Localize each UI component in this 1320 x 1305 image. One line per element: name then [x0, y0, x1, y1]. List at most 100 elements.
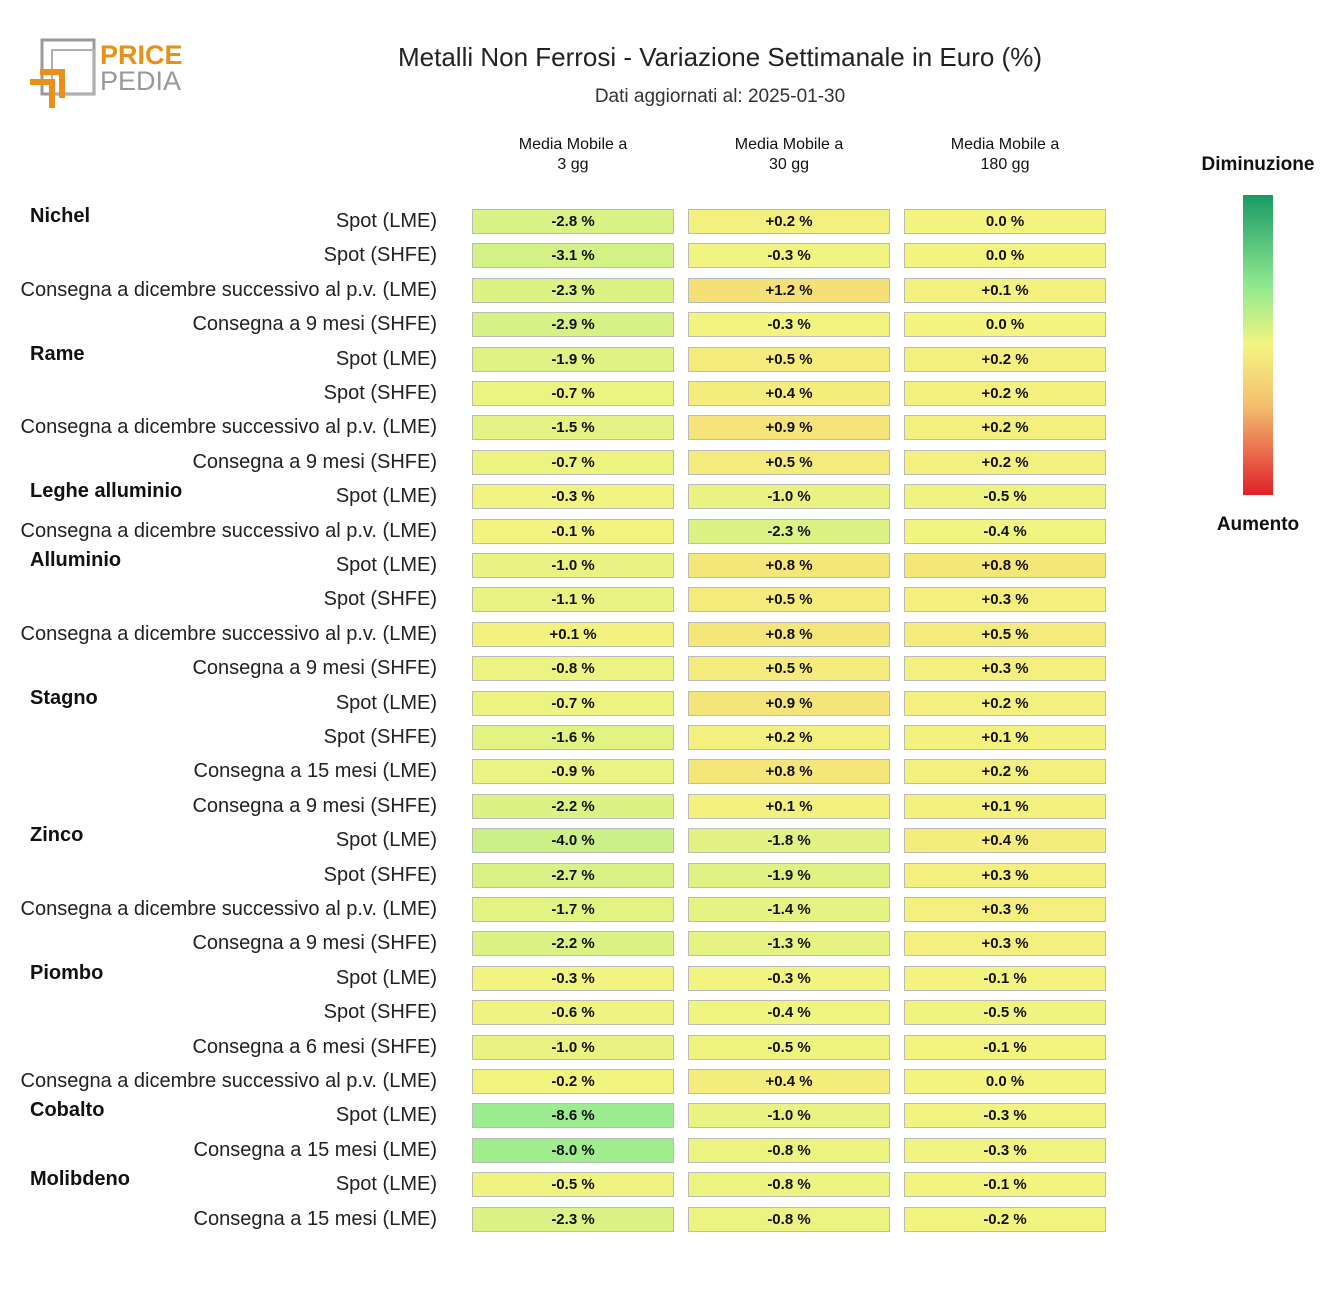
column-header-line1: Media Mobile a — [950, 136, 1060, 153]
heatmap-cell: +0.3 % — [904, 587, 1106, 613]
column-header-180gg: Media Mobile a 180 gg — [904, 135, 1106, 175]
row-label: Consegna a 9 mesi (SHFE) — [192, 313, 437, 336]
heatmap-cell: -1.4 % — [688, 897, 890, 922]
heatmap-cell: -0.8 % — [688, 1137, 890, 1163]
row-label: Consegna a dicembre successivo al p.v. (… — [20, 622, 437, 645]
heatmap-cell: -2.2 % — [472, 793, 674, 819]
row-label: Spot (LME) — [335, 210, 437, 232]
heatmap-cell: +0.1 % — [472, 621, 674, 647]
heatmap-cell: -1.6 % — [472, 725, 674, 750]
heatmap-cell: +0.4 % — [688, 381, 890, 406]
heatmap-cell: -1.8 % — [688, 828, 890, 854]
heatmap-cell: +0.2 % — [688, 209, 890, 234]
row-label: Spot (LME) — [335, 966, 437, 989]
heatmap-cell: -0.3 % — [904, 1137, 1106, 1163]
row-label: Spot (SHFE) — [323, 382, 437, 404]
heatmap-cell: -1.0 % — [472, 553, 674, 578]
heatmap-cell: -0.3 % — [688, 312, 890, 338]
heatmap-cell: -1.0 % — [688, 484, 890, 510]
heatmap-cell: -0.2 % — [472, 1069, 674, 1094]
heatmap-cell: -0.4 % — [688, 1000, 890, 1026]
logo-line1: PRICE — [100, 40, 183, 70]
row-label: Consegna a dicembre successivo al p.v. (… — [20, 1070, 437, 1092]
heatmap-cell: +0.2 % — [904, 346, 1106, 372]
heatmap-cell: -2.8 % — [472, 209, 674, 234]
heatmap-cell: +0.1 % — [904, 277, 1106, 303]
heatmap-cell: 0.0 % — [904, 243, 1106, 269]
heatmap-cell: -0.7 % — [472, 449, 674, 475]
heatmap-cell: +0.2 % — [688, 725, 890, 750]
heatmap-cell: -2.3 % — [472, 277, 674, 303]
heatmap-cell: +0.2 % — [904, 759, 1106, 785]
heatmap-cell: -0.1 % — [472, 518, 674, 544]
heatmap-cell: -0.9 % — [472, 759, 674, 785]
heatmap-cell: -0.7 % — [472, 690, 674, 716]
heatmap-cell: +1.2 % — [688, 277, 890, 303]
heatmap-cell: -2.7 % — [472, 862, 674, 888]
heatmap-cell: 0.0 % — [904, 312, 1106, 338]
heatmap-cell: -0.4 % — [904, 518, 1106, 544]
heatmap-cell: -1.5 % — [472, 415, 674, 441]
heatmap-cell: +0.2 % — [904, 415, 1106, 441]
row-label: Consegna a dicembre successivo al p.v. (… — [20, 278, 437, 301]
heatmap-cell: +0.1 % — [688, 793, 890, 819]
heatmap-cell: +0.8 % — [688, 621, 890, 647]
heatmap-cell: +0.1 % — [904, 725, 1106, 750]
row-label: Consegna a dicembre successivo al p.v. (… — [20, 416, 437, 439]
group-label: Leghe alluminio — [30, 480, 183, 503]
heatmap-cell: -3.1 % — [472, 243, 674, 269]
heatmap-cell: -0.5 % — [904, 484, 1106, 510]
group-label: Molibdeno — [30, 1168, 130, 1191]
heatmap-cell: +0.2 % — [904, 690, 1106, 716]
heatmap-cell: -0.8 % — [472, 656, 674, 682]
heatmap-cell: +0.1 % — [904, 793, 1106, 819]
heatmap-cell: -0.3 % — [472, 965, 674, 991]
heatmap-cell: -2.9 % — [472, 312, 674, 338]
row-label: Consegna a dicembre successivo al p.v. (… — [20, 519, 437, 542]
heatmap-cell: +0.5 % — [904, 621, 1106, 647]
column-header-line1: Media Mobile a — [734, 136, 844, 153]
row-label: Consegna a 9 mesi (SHFE) — [192, 657, 437, 680]
row-label: Spot (SHFE) — [323, 726, 437, 748]
heatmap-cell: +0.9 % — [688, 690, 890, 716]
column-header-line1: Media Mobile a — [518, 136, 628, 153]
heatmap-cell: -0.8 % — [688, 1206, 890, 1232]
row-label: Consegna a 15 mesi (LME) — [193, 1138, 437, 1161]
pricepedia-logo: PRICE PEDIA — [30, 38, 183, 108]
group-label: Cobalto — [30, 1099, 105, 1122]
heatmap-cell: +0.9 % — [688, 415, 890, 441]
heatmap-cell: +0.8 % — [688, 759, 890, 785]
heatmap-cell: -0.3 % — [688, 965, 890, 991]
heatmap-cell: -0.5 % — [688, 1034, 890, 1060]
legend-color-bar — [1243, 195, 1273, 495]
heatmap-cell: +0.2 % — [904, 449, 1106, 475]
column-header-3gg: Media Mobile a 3 gg — [472, 135, 674, 175]
heatmap-cell: +0.5 % — [688, 656, 890, 682]
heatmap-cell: -1.7 % — [472, 897, 674, 922]
group-label: Zinco — [30, 824, 84, 847]
heatmap-cell: -0.3 % — [904, 1103, 1106, 1129]
row-label: Consegna a 9 mesi (SHFE) — [192, 450, 437, 473]
row-label: Spot (SHFE) — [323, 244, 437, 267]
chart-subtitle: Dati aggiornati al: 2025-01-30 — [594, 86, 846, 107]
heatmap-cell: +0.8 % — [904, 553, 1106, 578]
heatmap-cell: -1.1 % — [472, 587, 674, 613]
heatmap-cell: -8.6 % — [472, 1103, 674, 1129]
heatmap-cell: +0.8 % — [688, 553, 890, 578]
row-label: Spot (LME) — [335, 1104, 437, 1127]
row-label: Spot (LME) — [335, 485, 437, 508]
heatmap-cell: +0.3 % — [904, 931, 1106, 957]
row-label: Spot (LME) — [335, 691, 437, 714]
row-label: Spot (LME) — [335, 554, 437, 576]
heatmap-cell: -0.5 % — [472, 1172, 674, 1198]
heatmap-cell: 0.0 % — [904, 1069, 1106, 1094]
logo-line2: PEDIA — [100, 66, 181, 96]
heatmap-cell: +0.3 % — [904, 897, 1106, 922]
heatmap-cell: -1.9 % — [472, 346, 674, 372]
heatmap-cell: -4.0 % — [472, 828, 674, 854]
heatmap-cell: -0.2 % — [904, 1206, 1106, 1232]
heatmap-cell: -0.6 % — [472, 1000, 674, 1026]
column-header-30gg: Media Mobile a 30 gg — [688, 135, 890, 175]
heatmap-cell: -2.3 % — [472, 1206, 674, 1232]
group-label: Nichel — [30, 205, 91, 227]
